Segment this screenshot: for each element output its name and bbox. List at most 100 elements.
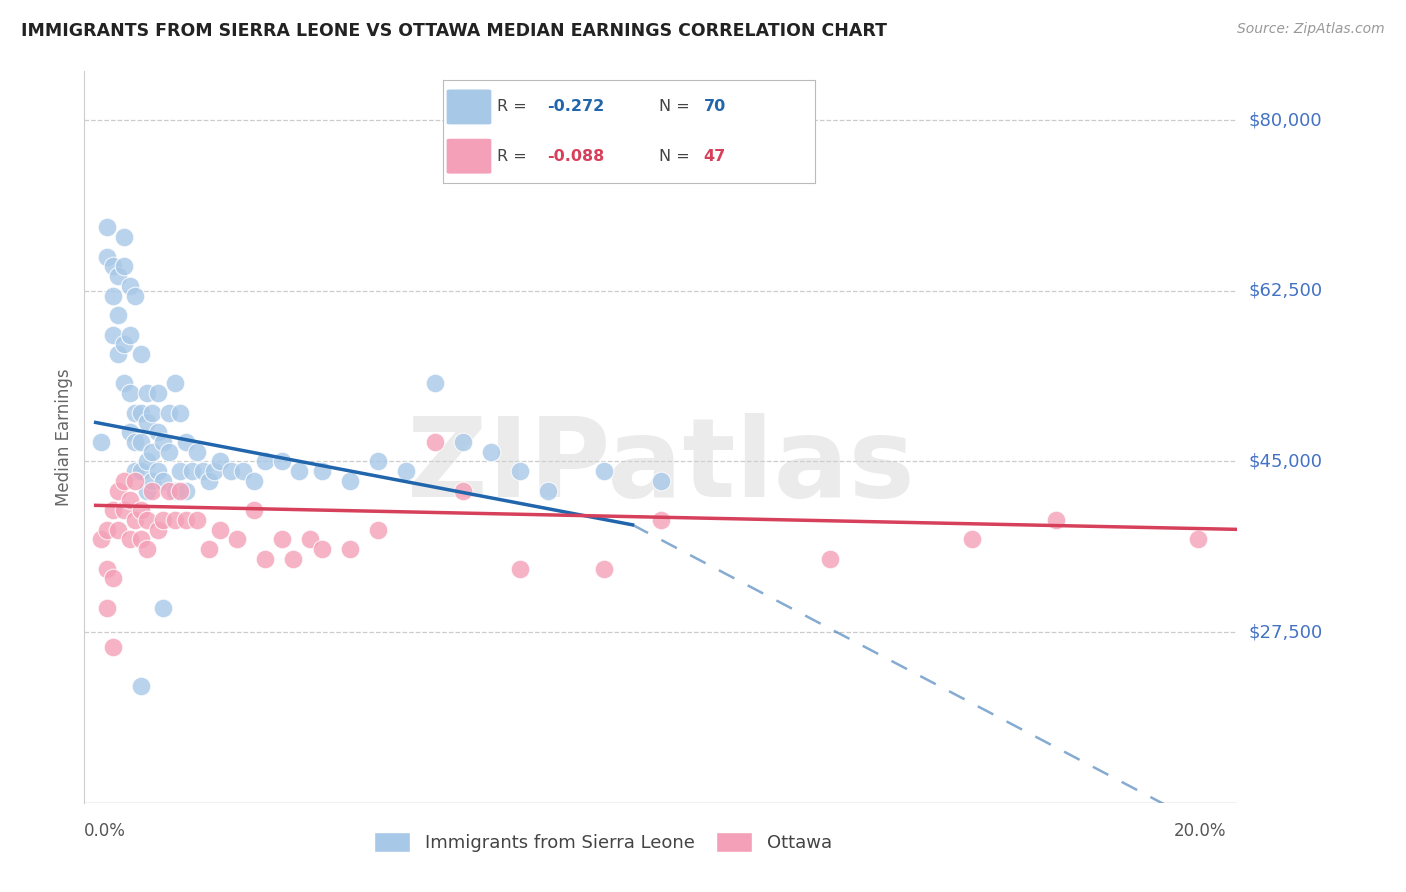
Point: [650, 474, 672, 488]
Point: [135, 386, 157, 401]
Point: [1045, 513, 1067, 527]
Point: [124, 406, 146, 420]
Text: 70: 70: [704, 99, 725, 114]
Point: [367, 523, 389, 537]
Point: [112, 230, 135, 244]
Point: [169, 464, 191, 478]
Point: [129, 406, 152, 420]
Text: $80,000: $80,000: [1249, 112, 1322, 129]
FancyBboxPatch shape: [447, 139, 491, 174]
Text: $62,500: $62,500: [1249, 282, 1323, 300]
Point: [124, 288, 146, 302]
Point: [339, 474, 361, 488]
Point: [186, 444, 208, 458]
Point: [537, 483, 560, 498]
Point: [451, 483, 474, 498]
Point: [141, 474, 163, 488]
Point: [107, 523, 129, 537]
Point: [650, 513, 672, 527]
Point: [101, 327, 124, 342]
Point: [118, 533, 141, 547]
Point: [254, 552, 277, 566]
Point: [141, 406, 163, 420]
Point: [423, 376, 446, 391]
Point: [112, 376, 135, 391]
Point: [101, 503, 124, 517]
Point: [191, 464, 214, 478]
Point: [96, 600, 118, 615]
Point: [509, 464, 531, 478]
Point: [96, 523, 118, 537]
Point: [112, 337, 135, 351]
Point: [221, 464, 243, 478]
Text: $27,500: $27,500: [1249, 624, 1323, 641]
Point: [129, 503, 152, 517]
Point: [820, 552, 842, 566]
Text: N =: N =: [659, 99, 695, 114]
Point: [135, 542, 157, 557]
Point: [208, 454, 231, 468]
Point: [152, 474, 174, 488]
Point: [90, 533, 112, 547]
Point: [124, 513, 146, 527]
Text: -0.088: -0.088: [547, 149, 605, 164]
Point: [90, 434, 112, 449]
Point: [135, 483, 157, 498]
Text: N =: N =: [659, 149, 695, 164]
Point: [288, 464, 311, 478]
Point: [124, 474, 146, 488]
Point: [254, 454, 277, 468]
Text: R =: R =: [496, 99, 531, 114]
Point: [129, 434, 152, 449]
Point: [174, 513, 197, 527]
Point: [180, 464, 202, 478]
Point: [479, 444, 502, 458]
Point: [112, 503, 135, 517]
Point: [157, 406, 180, 420]
Point: [146, 425, 169, 440]
Point: [243, 474, 266, 488]
Point: [152, 434, 174, 449]
Point: [107, 269, 129, 284]
Point: [112, 260, 135, 274]
Text: Source: ZipAtlas.com: Source: ZipAtlas.com: [1237, 22, 1385, 37]
Point: [152, 600, 174, 615]
Point: [311, 464, 333, 478]
Point: [157, 483, 180, 498]
Point: [101, 288, 124, 302]
Point: [129, 533, 152, 547]
Point: [96, 562, 118, 576]
Point: [271, 454, 294, 468]
Point: [129, 347, 152, 361]
Point: [101, 260, 124, 274]
Point: [135, 513, 157, 527]
Point: [509, 562, 531, 576]
Text: $45,000: $45,000: [1249, 452, 1323, 470]
Point: [174, 434, 197, 449]
Point: [107, 347, 129, 361]
Text: -0.272: -0.272: [547, 99, 605, 114]
Point: [593, 562, 616, 576]
Point: [107, 483, 129, 498]
Point: [146, 386, 169, 401]
Point: [163, 483, 186, 498]
Point: [118, 386, 141, 401]
Point: [157, 444, 180, 458]
Text: IMMIGRANTS FROM SIERRA LEONE VS OTTAWA MEDIAN EARNINGS CORRELATION CHART: IMMIGRANTS FROM SIERRA LEONE VS OTTAWA M…: [21, 22, 887, 40]
Point: [283, 552, 305, 566]
Point: [124, 464, 146, 478]
Point: [960, 533, 983, 547]
Point: [202, 464, 225, 478]
Point: [101, 572, 124, 586]
Point: [96, 250, 118, 264]
Point: [135, 416, 157, 430]
Point: [208, 523, 231, 537]
Point: [163, 376, 186, 391]
Point: [135, 454, 157, 468]
Point: [226, 533, 249, 547]
Point: [593, 464, 616, 478]
Point: [141, 483, 163, 498]
Point: [271, 533, 294, 547]
Point: [1187, 533, 1209, 547]
Text: ZIPatlas: ZIPatlas: [406, 413, 915, 520]
